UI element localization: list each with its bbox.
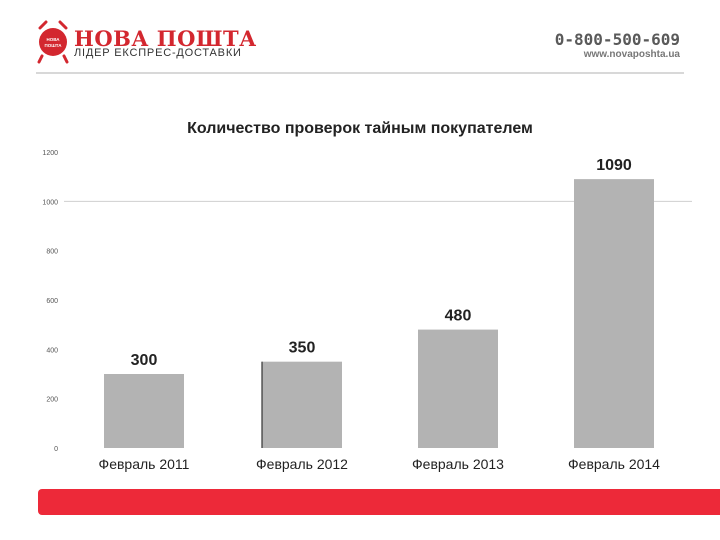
bar xyxy=(574,179,654,448)
bar xyxy=(104,374,184,448)
header: НОВА ПОШТА НОВА ПОШТА ЛІДЕР ЕКСПРЕС-ДОСТ… xyxy=(0,0,720,76)
y-tick-label: 600 xyxy=(46,298,58,305)
data-label: 350 xyxy=(289,340,316,357)
x-tick-label: Февраль 2014 xyxy=(568,456,660,472)
chart-title: Количество проверок тайным покупателем xyxy=(187,120,533,137)
data-label: 480 xyxy=(445,308,472,325)
x-tick-label: Февраль 2012 xyxy=(256,456,348,472)
y-tick-label: 1000 xyxy=(42,199,58,206)
nova-poshta-logo-icon: НОВА ПОШТА xyxy=(37,20,69,64)
y-tick-label: 1200 xyxy=(42,150,58,157)
y-tick-label: 800 xyxy=(46,249,58,256)
bar xyxy=(418,329,498,448)
svg-text:НОВА: НОВА xyxy=(46,37,60,42)
website-link[interactable]: www.novaposhta.ua xyxy=(583,49,680,60)
svg-text:ПОШТА: ПОШТА xyxy=(45,43,63,48)
brand-name: НОВА ПОШТА xyxy=(74,26,257,51)
header-divider xyxy=(36,72,684,74)
x-tick-label: Февраль 2011 xyxy=(99,456,190,472)
bar-chart: 0 200 400 600 800 1000 1200 300 Февраль 2011 350 Ф… xyxy=(42,150,692,472)
y-tick-label: 400 xyxy=(46,347,58,354)
x-tick-label: Февраль 2013 xyxy=(412,456,504,472)
footer-bar xyxy=(38,489,720,515)
y-tick-label: 0 xyxy=(54,446,58,453)
bar xyxy=(262,361,342,448)
phone-number: 0-800-500-609 xyxy=(554,30,680,49)
y-tick-label: 200 xyxy=(46,397,58,404)
data-label: 1090 xyxy=(596,157,632,174)
brand-tagline: ЛІДЕР ЕКСПРЕС-ДОСТАВКИ xyxy=(74,47,242,59)
data-label: 300 xyxy=(131,352,158,369)
